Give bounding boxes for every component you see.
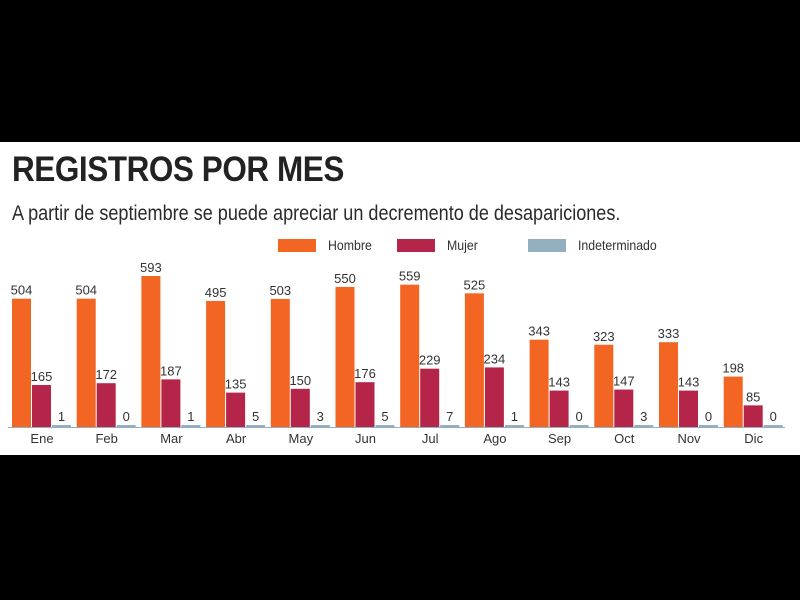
x-tick-label-ago: Ago bbox=[483, 431, 506, 446]
bar-mujer-dic bbox=[743, 405, 763, 427]
bar-hombre-jul bbox=[400, 284, 420, 427]
bar-indeterminado-ene bbox=[52, 425, 71, 427]
value-label-mujer-may: 150 bbox=[289, 373, 311, 388]
bar-mujer-oct bbox=[614, 389, 634, 427]
bar-mujer-feb bbox=[96, 383, 116, 427]
legend-item-mujer: Mujer bbox=[397, 237, 482, 253]
value-label-indeterminado-abr: 5 bbox=[252, 409, 259, 424]
value-label-hombre-dic: 198 bbox=[722, 361, 744, 376]
value-label-hombre-abr: 495 bbox=[205, 285, 227, 300]
value-label-hombre-feb: 504 bbox=[75, 283, 97, 298]
value-label-mujer-jul: 229 bbox=[419, 353, 441, 368]
x-tick-label-feb: Feb bbox=[95, 431, 117, 446]
value-label-indeterminado-jun: 5 bbox=[381, 409, 388, 424]
bar-mujer-jul bbox=[420, 368, 440, 427]
bar-hombre-mar bbox=[141, 276, 161, 427]
bar-mujer-ago bbox=[484, 367, 504, 427]
value-label-mujer-jun: 176 bbox=[354, 366, 376, 381]
value-label-hombre-ago: 525 bbox=[464, 277, 486, 292]
bar-indeterminado-mar bbox=[181, 425, 201, 427]
chart-panel: REGISTROS POR MES A partir de septiembre… bbox=[0, 142, 800, 455]
x-tick-label-may: May bbox=[289, 431, 314, 446]
value-label-indeterminado-mar: 1 bbox=[187, 409, 194, 424]
bar-hombre-sep bbox=[529, 339, 549, 427]
bar-hombre-ago bbox=[464, 293, 484, 427]
value-label-indeterminado-may: 3 bbox=[317, 409, 324, 424]
legend-item-indeterminado: Indeterminado bbox=[528, 237, 668, 253]
bar-indeterminado-sep bbox=[569, 425, 589, 427]
bar-indeterminado-jun bbox=[375, 425, 395, 427]
value-label-mujer-oct: 147 bbox=[613, 374, 635, 389]
chart-title: REGISTROS POR MES bbox=[12, 150, 344, 189]
value-label-hombre-ene: 504 bbox=[11, 283, 33, 298]
value-label-indeterminado-oct: 3 bbox=[640, 409, 647, 424]
value-label-indeterminado-feb: 0 bbox=[123, 409, 130, 424]
bar-indeterminado-jul bbox=[440, 425, 460, 427]
x-tick-label-jun: Jun bbox=[355, 431, 376, 446]
bar-chart: 5041651Ene5041720Feb5931871Mar4951355Abr… bbox=[8, 260, 785, 446]
value-label-indeterminado-nov: 0 bbox=[705, 409, 712, 424]
x-tick-label-dic: Dic bbox=[744, 431, 763, 446]
bar-mujer-abr bbox=[226, 392, 246, 427]
x-tick-label-oct: Oct bbox=[614, 431, 635, 446]
bar-hombre-oct bbox=[594, 344, 614, 427]
legend-swatch-hombre bbox=[278, 238, 316, 252]
value-label-hombre-jul: 559 bbox=[399, 269, 421, 284]
value-label-indeterminado-ago: 1 bbox=[511, 409, 518, 424]
value-label-mujer-nov: 143 bbox=[678, 375, 700, 390]
x-tick-label-sep: Sep bbox=[548, 431, 571, 446]
bar-hombre-nov bbox=[659, 342, 678, 427]
bar-mujer-nov bbox=[679, 390, 698, 427]
value-label-mujer-dic: 85 bbox=[746, 389, 760, 404]
legend-label-mujer: Mujer bbox=[447, 237, 478, 253]
bar-indeterminado-oct bbox=[634, 425, 654, 427]
legend-swatch-indeterminado bbox=[528, 238, 566, 252]
value-label-indeterminado-ene: 1 bbox=[58, 409, 65, 424]
x-tick-label-abr: Abr bbox=[226, 431, 247, 446]
bar-indeterminado-ago bbox=[504, 425, 524, 427]
legend-label-indeterminado: Indeterminado bbox=[578, 237, 657, 253]
bar-mujer-jun bbox=[355, 382, 375, 427]
value-label-mujer-ago: 234 bbox=[484, 351, 506, 366]
value-label-hombre-sep: 343 bbox=[528, 324, 550, 339]
value-label-hombre-oct: 323 bbox=[593, 329, 615, 344]
value-label-mujer-mar: 187 bbox=[160, 363, 182, 378]
legend-swatch-mujer bbox=[397, 238, 435, 252]
bar-mujer-mar bbox=[161, 379, 181, 427]
bar-indeterminado-may bbox=[310, 425, 330, 427]
bar-hombre-feb bbox=[76, 298, 96, 427]
value-label-indeterminado-jul: 7 bbox=[446, 409, 453, 424]
bar-hombre-dic bbox=[723, 376, 743, 427]
bar-indeterminado-feb bbox=[116, 425, 136, 427]
bar-hombre-ene bbox=[12, 298, 31, 427]
value-label-hombre-may: 503 bbox=[269, 283, 291, 298]
x-tick-label-ene: Ene bbox=[30, 431, 53, 446]
x-tick-label-nov: Nov bbox=[677, 431, 701, 446]
value-label-hombre-jun: 550 bbox=[334, 271, 356, 286]
value-label-mujer-feb: 172 bbox=[95, 367, 117, 382]
legend-item-hombre: Hombre bbox=[278, 237, 378, 253]
bar-hombre-jun bbox=[335, 286, 355, 427]
value-label-mujer-sep: 143 bbox=[548, 375, 570, 390]
legend-label-hombre: Hombre bbox=[328, 237, 372, 253]
bar-mujer-ene bbox=[32, 384, 51, 427]
value-label-mujer-ene: 165 bbox=[31, 369, 53, 384]
x-tick-label-mar: Mar bbox=[160, 431, 183, 446]
bar-indeterminado-abr bbox=[246, 425, 266, 427]
bar-hombre-may bbox=[270, 298, 290, 427]
value-label-hombre-mar: 593 bbox=[140, 260, 162, 275]
bar-indeterminado-nov bbox=[699, 425, 718, 427]
value-label-hombre-nov: 333 bbox=[658, 326, 680, 341]
bar-hombre-abr bbox=[206, 300, 226, 427]
bar-mujer-sep bbox=[549, 390, 569, 427]
bar-indeterminado-dic bbox=[763, 425, 783, 427]
chart-subtitle: A partir de septiembre se puede apreciar… bbox=[12, 202, 621, 225]
value-label-indeterminado-sep: 0 bbox=[575, 409, 582, 424]
value-label-indeterminado-dic: 0 bbox=[770, 409, 777, 424]
bar-mujer-may bbox=[290, 388, 310, 427]
x-tick-label-jul: Jul bbox=[422, 431, 439, 446]
value-label-mujer-abr: 135 bbox=[225, 377, 247, 392]
